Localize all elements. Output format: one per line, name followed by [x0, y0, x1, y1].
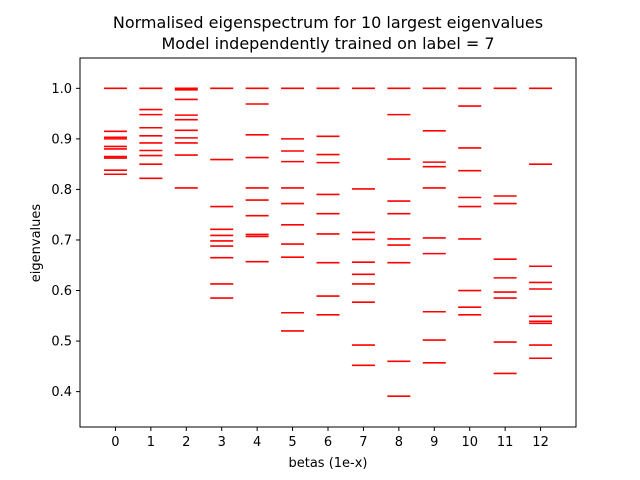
y-tick-label: 0.9 — [51, 132, 72, 147]
chart-subtitle: Model independently trained on label = 7 — [161, 34, 494, 53]
plot-area-frame — [79, 57, 577, 428]
y-tick-label: 0.4 — [51, 385, 72, 400]
x-axis-label: betas (1e-x) — [288, 456, 367, 471]
x-tick-label: 5 — [288, 435, 296, 450]
data-marks — [103, 87, 553, 397]
y-tick-label: 1.0 — [51, 82, 72, 97]
y-tick-label: 0.7 — [51, 233, 72, 248]
x-tick-label: 6 — [324, 435, 332, 450]
y-tick-label: 0.6 — [51, 284, 72, 299]
y-tick-label: 0.8 — [51, 183, 72, 198]
x-tick-label: 2 — [182, 435, 190, 450]
x-tick-label: 1 — [147, 435, 155, 450]
x-axis-ticks: 0 1 2 3 4 5 6 7 8 9 10 11 12 — [111, 427, 549, 450]
y-axis-ticks: 0.4 0.5 0.6 0.7 0.8 0.9 1.0 — [51, 82, 80, 400]
x-tick-label: 3 — [218, 435, 226, 450]
x-tick-label: 12 — [532, 435, 549, 450]
x-tick-label: 11 — [497, 435, 514, 450]
x-tick-label: 4 — [253, 435, 261, 450]
y-axis-label: eigenvalues — [29, 204, 44, 283]
x-tick-label: 7 — [359, 435, 367, 450]
chart-title: Normalised eigenspectrum for 10 largest … — [113, 13, 543, 32]
x-tick-label: 0 — [111, 435, 119, 450]
x-tick-label: 10 — [461, 435, 478, 450]
y-tick-label: 0.5 — [51, 335, 72, 350]
x-tick-label: 9 — [430, 435, 438, 450]
x-tick-label: 8 — [395, 435, 403, 450]
